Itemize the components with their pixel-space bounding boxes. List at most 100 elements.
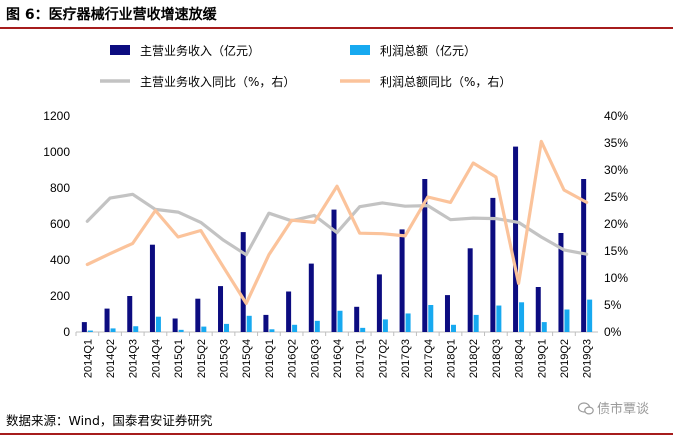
legend-swatch-bar — [110, 45, 130, 55]
watermark: 债市覃谈 — [577, 398, 649, 417]
profit-bar — [133, 326, 139, 332]
legend-label: 利润总额（亿元） — [380, 43, 476, 58]
profit-bar — [564, 309, 570, 332]
right-tick-label: 5% — [604, 298, 622, 312]
profit-bar — [224, 323, 230, 332]
revenue-bar — [172, 318, 178, 332]
x-tick-label: 2015Q1 — [173, 339, 185, 378]
x-tick-label: 2014Q2 — [105, 339, 117, 378]
revenue-bar — [149, 244, 155, 332]
left-tick-label: 1200 — [43, 109, 70, 123]
x-tick-label: 2019Q2 — [559, 339, 571, 378]
revenue-bar — [444, 295, 450, 332]
x-tick-label: 2014Q3 — [128, 339, 140, 378]
chart-axes: 0 200 400 600 800 1000 1200 0% 5% 10% 15% 20% 25% 30%… — [43, 109, 628, 378]
revenue-bar — [422, 179, 428, 332]
revenue-bar — [240, 232, 246, 332]
x-tick-label: 2017Q3 — [400, 339, 412, 378]
right-tick-label: 35% — [604, 136, 628, 150]
profit-bar — [155, 316, 161, 332]
bottom-rule — [0, 433, 673, 435]
revenue-bar — [127, 296, 133, 332]
revenue-bar — [558, 233, 564, 332]
revenue-bar — [286, 291, 292, 332]
source-note: 数据来源：Wind，国泰君安证券研究 — [6, 413, 213, 428]
x-tick-label: 2016Q4 — [332, 339, 344, 378]
x-tick-label: 2014Q4 — [150, 339, 162, 378]
revenue-bar — [513, 146, 519, 332]
revenue-bar — [218, 286, 224, 332]
profit-yoy-line — [85, 139, 589, 305]
legend-label: 主营业务收入（亿元） — [140, 43, 260, 58]
x-tick-label: 2019Q1 — [536, 339, 548, 378]
x-tick-label: 2018Q2 — [468, 339, 480, 378]
line-series — [85, 139, 589, 305]
legend-label: 利润总额同比（%，右） — [380, 74, 511, 89]
revenue-bar — [81, 322, 87, 332]
profit-bar — [314, 320, 320, 332]
profit-bar — [450, 324, 456, 332]
x-tick-label: 2019Q3 — [582, 339, 594, 378]
left-tick-label: 600 — [50, 217, 70, 231]
revenue-bar — [104, 308, 110, 332]
x-tick-label: 2018Q3 — [491, 339, 503, 378]
x-tick-label: 2015Q4 — [241, 339, 253, 378]
profit-bar — [360, 327, 366, 332]
revenue-bar — [535, 287, 541, 332]
left-tick-label: 200 — [50, 289, 70, 303]
title-rule — [0, 27, 673, 29]
profit-bar — [587, 299, 593, 332]
right-tick-label: 25% — [604, 190, 628, 204]
x-tick-label: 2017Q1 — [355, 339, 367, 378]
profit-bar — [496, 305, 502, 332]
profit-bar — [292, 324, 298, 332]
watermark-text: 债市覃谈 — [596, 402, 649, 417]
profit-bar — [405, 313, 411, 332]
profit-bar — [178, 329, 184, 332]
x-tick-label: 2016Q3 — [309, 339, 321, 378]
x-tick-label: 2016Q1 — [264, 339, 276, 378]
profit-bar — [110, 328, 116, 332]
x-tick-label: 2015Q2 — [196, 339, 208, 378]
right-tick-label: 30% — [604, 163, 628, 177]
left-tick-label: 800 — [50, 181, 70, 195]
combo-chart: 主营业务收入（亿元） 利润总额（亿元） 主营业务收入同比（%，右） 利润总额同比（%，… — [43, 43, 628, 378]
x-tick-label: 2014Q1 — [82, 339, 94, 378]
revenue-bar — [467, 248, 473, 332]
right-tick-label: 20% — [604, 217, 628, 231]
x-tick-label: 2018Q4 — [514, 339, 526, 378]
profit-bar — [201, 326, 207, 332]
left-tick-label: 400 — [50, 253, 70, 267]
x-tick-label: 2016Q2 — [287, 339, 299, 378]
revenue-bar — [263, 314, 269, 332]
left-tick-label: 1000 — [43, 145, 70, 159]
profit-bar — [87, 330, 93, 332]
right-tick-label: 15% — [604, 244, 628, 258]
x-tick-label: 2018Q1 — [445, 339, 457, 378]
revenue-bar — [376, 274, 382, 332]
profit-bar — [473, 314, 479, 332]
right-tick-label: 0% — [604, 325, 622, 339]
profit-bar — [428, 305, 434, 332]
x-tick-label: 2017Q2 — [377, 339, 389, 378]
figure-title: 图 6：医疗器械行业营收增速放缓 — [6, 7, 217, 23]
bar-series — [81, 146, 593, 332]
right-tick-label: 10% — [604, 271, 628, 285]
profit-bar — [519, 302, 525, 332]
revenue-bar — [399, 229, 405, 332]
legend-swatch-bar — [350, 45, 370, 55]
x-tick-label: 2015Q3 — [219, 339, 231, 378]
profit-bar — [337, 310, 343, 332]
right-tick-label: 40% — [604, 109, 628, 123]
revenue-bar — [354, 306, 360, 332]
profit-bar — [541, 322, 547, 332]
profit-bar — [246, 315, 252, 332]
revenue-bar — [581, 179, 587, 332]
wechat-icon — [577, 402, 594, 415]
x-tick-label: 2017Q4 — [423, 339, 435, 378]
legend-label: 主营业务收入同比（%，右） — [140, 74, 295, 89]
revenue-bar — [308, 263, 314, 332]
revenue-bar — [331, 209, 337, 332]
left-tick-label: 0 — [63, 325, 70, 339]
profit-bar — [269, 329, 275, 332]
